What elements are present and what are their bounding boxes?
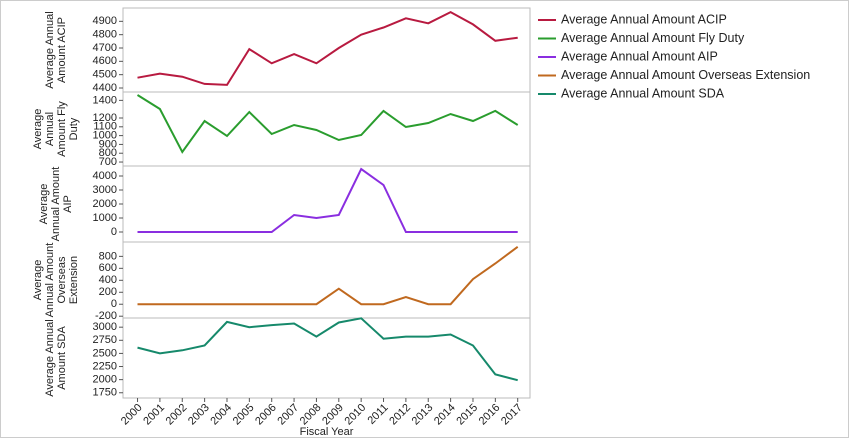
y-tick-label: 2750 (93, 334, 117, 346)
panel (122, 91, 531, 167)
series-line (136, 94, 519, 154)
series-line (137, 10, 518, 86)
y-tick-label: 2000 (93, 198, 117, 210)
x-tick-label: 2005 (231, 402, 257, 428)
x-tick-label: 2001 (141, 402, 167, 428)
x-tick-label: 2017 (499, 402, 525, 428)
y-tick-label: -200 (95, 310, 117, 322)
x-tick-label: 2008 (298, 402, 324, 428)
y-tick-label: 4500 (93, 69, 117, 81)
legend-label: Average Annual Amount AIP (561, 49, 718, 63)
panel (122, 7, 531, 93)
y-tick-label: 1400 (93, 94, 117, 106)
y-tick-label: 400 (99, 274, 117, 286)
x-tick-label: 2011 (365, 402, 390, 427)
y-axis-label: Average Annual Amount SDA (44, 319, 68, 397)
series-line (137, 245, 519, 306)
panel (122, 241, 531, 319)
x-tick-label: 2002 (164, 402, 190, 428)
x-tick-label: 2013 (410, 402, 436, 428)
x-tick-label: 2010 (343, 402, 369, 428)
x-tick-label: 2015 (454, 402, 480, 428)
series-line (137, 167, 518, 233)
y-tick-label: 2250 (93, 360, 117, 372)
y-tick-label: 700 (99, 156, 117, 168)
legend-label: Average Annual Amount ACIP (561, 12, 727, 26)
y-axis-label: Average Annual Amount ACIP (44, 11, 68, 89)
y-tick-label: 3000 (93, 184, 117, 196)
x-tick-label: 2006 (253, 402, 279, 428)
x-tick-label: 2000 (119, 402, 145, 428)
panel (122, 165, 531, 243)
legend-label: Average Annual Amount Overseas Extension (561, 68, 810, 82)
y-tick-label: 1750 (93, 387, 117, 399)
y-tick-label: 4600 (93, 55, 117, 67)
y-tick-label: 1100 (93, 121, 117, 133)
x-tick-label: 2016 (477, 402, 503, 428)
y-tick-label: 200 (99, 286, 117, 298)
y-tick-label: 3000 (93, 321, 117, 333)
y-axis-label: Average Annual Amount Overseas Extension (32, 242, 80, 318)
y-tick-label: 600 (99, 262, 117, 274)
y-tick-label: 4700 (93, 42, 117, 54)
y-tick-label: 4400 (93, 82, 117, 94)
panel (122, 317, 531, 399)
series-line (137, 317, 518, 382)
y-tick-label: 4000 (93, 170, 117, 182)
y-tick-label: 0 (111, 226, 117, 238)
legend-label: Average Annual Amount Fly Duty (561, 31, 745, 45)
x-tick-label: 2003 (186, 402, 212, 428)
legend-label: Average Annual Amount SDA (561, 86, 725, 100)
y-tick-label: 4900 (93, 15, 117, 27)
y-tick-label: 4800 (93, 29, 117, 41)
y-tick-label: 2500 (93, 347, 117, 359)
y-tick-label: 800 (99, 147, 117, 159)
y-tick-label: 1000 (93, 212, 117, 224)
x-tick-label: 2014 (432, 402, 458, 428)
y-tick-label: 1200 (93, 112, 117, 124)
y-tick-label: 900 (99, 138, 117, 150)
x-axis-label: Fiscal Year (300, 426, 354, 438)
y-tick-label: 0 (111, 298, 117, 310)
y-axis-label: Average Annual Amount AIP (38, 166, 74, 242)
x-tick-label: 2009 (320, 402, 346, 428)
y-axis-label: Average Annual Amount Fly Duty (32, 101, 80, 157)
y-tick-label: 800 (99, 250, 117, 262)
y-tick-label: 1000 (93, 130, 117, 142)
x-tick-label: 2004 (208, 402, 234, 428)
x-tick-label: 2012 (387, 402, 413, 428)
y-tick-label: 2000 (93, 374, 117, 386)
x-tick-label: 2007 (275, 402, 301, 428)
